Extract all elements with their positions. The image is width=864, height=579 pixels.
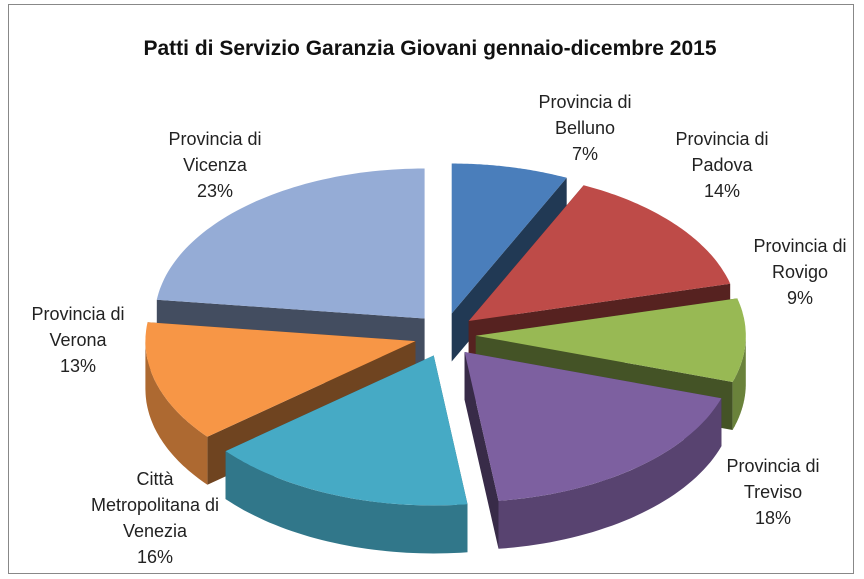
slice-top <box>468 185 731 321</box>
value-label: 7% <box>571 144 598 165</box>
slice-top <box>475 298 746 382</box>
value-label: 13% <box>59 356 97 377</box>
data-label: Provincia di Rovigo 9% <box>725 233 864 311</box>
data-label: Provincia di Vicenza 23% <box>140 126 290 204</box>
category-label: Provincia di Verona <box>31 303 125 350</box>
data-label: Provincia di Belluno 7% <box>510 89 660 167</box>
category-label: Provincia di Treviso <box>726 455 820 502</box>
slice-top <box>464 352 722 501</box>
chart-title: Patti di Servizio Garanzia Giovani genna… <box>143 37 717 60</box>
value-label: 9% <box>786 288 813 309</box>
value-label: 23% <box>196 181 234 202</box>
value-label: 16% <box>136 547 174 568</box>
slice-wall <box>145 341 208 485</box>
slice-top <box>156 168 425 319</box>
slice-side <box>464 352 499 549</box>
data-label: Provincia di Verona 13% <box>3 301 153 379</box>
category-label: Provincia di Padova <box>675 128 769 175</box>
chart-frame <box>8 4 854 574</box>
category-label: Provincia di Vicenza <box>168 128 262 175</box>
category-label: Provincia di Rovigo <box>753 235 847 282</box>
slice-top <box>451 163 567 314</box>
category-label: Città Metropolitana di Venezia <box>90 468 220 541</box>
data-label: Provincia di Treviso 18% <box>698 453 848 531</box>
pie-slice <box>464 352 722 549</box>
slice-top <box>145 322 416 437</box>
value-label: 18% <box>754 508 792 529</box>
category-label: Provincia di Belluno <box>538 91 632 138</box>
slice-wall <box>498 398 722 549</box>
value-label: 14% <box>703 181 741 202</box>
pie-slice <box>225 355 468 554</box>
slice-top <box>225 355 468 506</box>
data-label: Provincia di Padova 14% <box>647 126 797 204</box>
slice-wall <box>225 451 468 554</box>
data-label: Città Metropolitana di Venezia 16% <box>80 466 230 570</box>
slice-wall <box>732 335 746 430</box>
